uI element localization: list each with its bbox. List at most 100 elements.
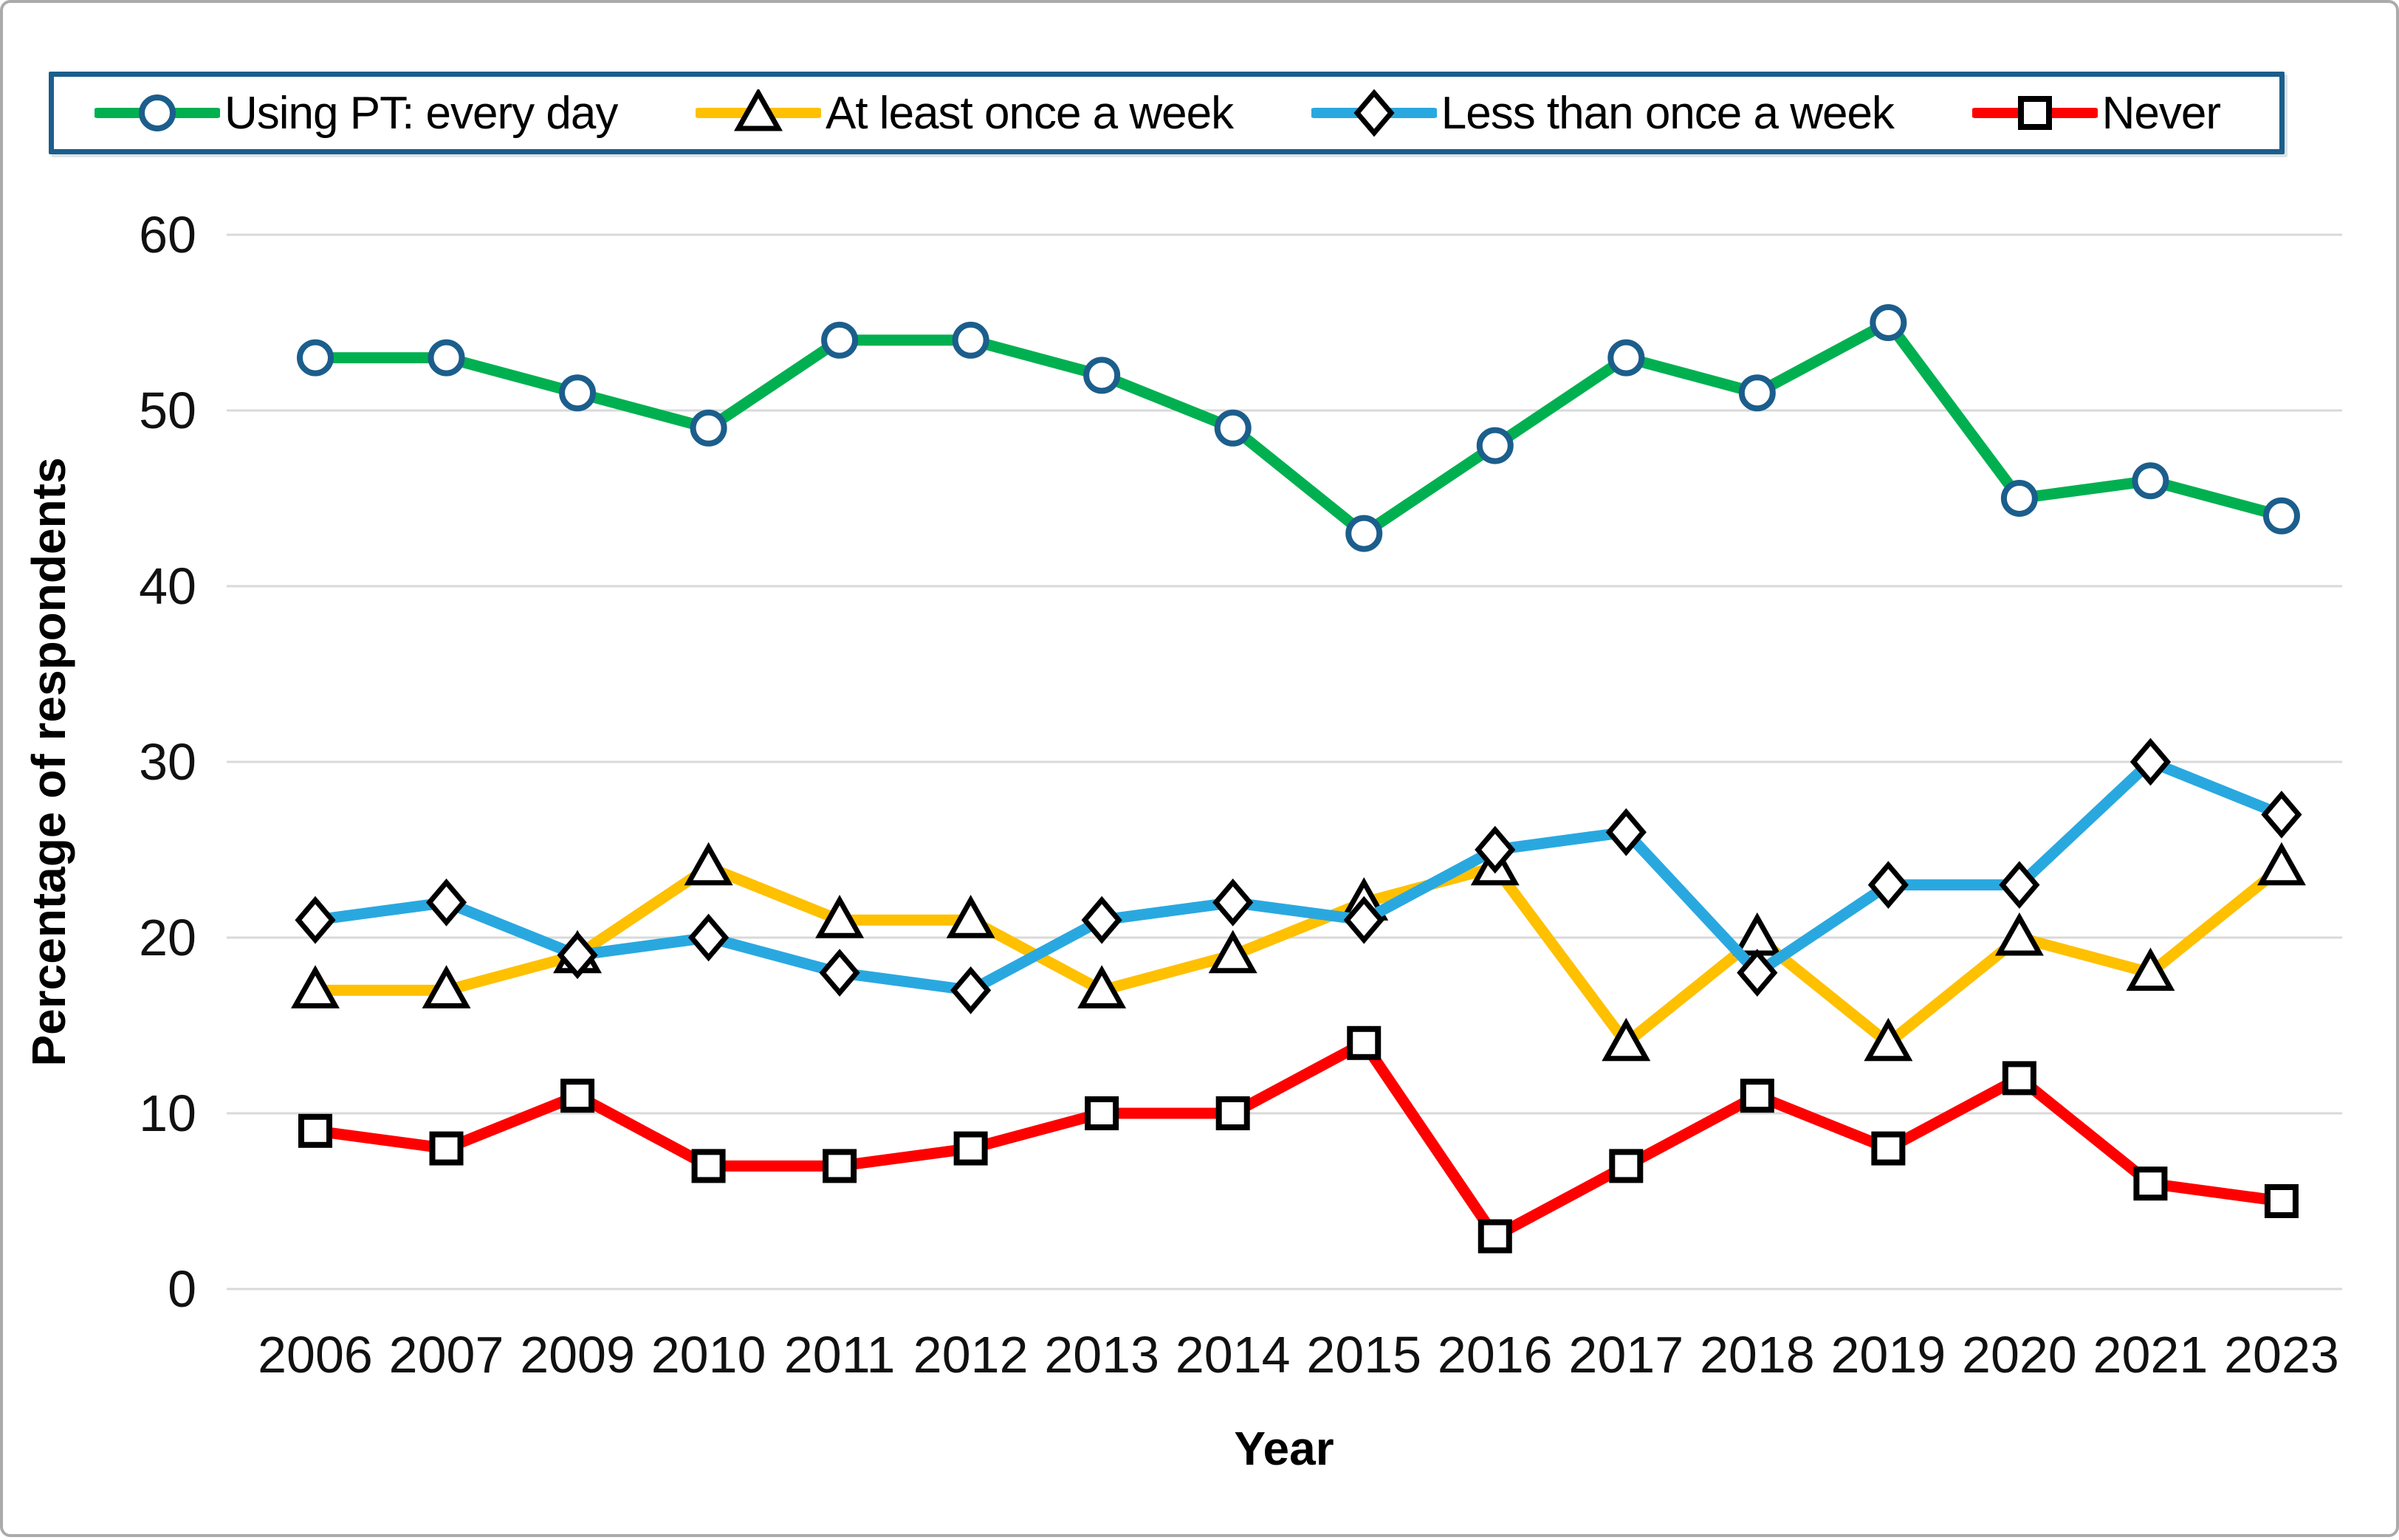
- triangle-marker: [946, 895, 995, 938]
- square-marker: [2133, 1166, 2168, 1201]
- legend-item-3: Never: [1971, 87, 2221, 140]
- legend-label: Less than once a week: [1441, 87, 1895, 139]
- x-tick-label: 2014: [1176, 1326, 1291, 1383]
- square-marker: [1609, 1149, 1644, 1183]
- y-tick-label: 50: [139, 382, 196, 439]
- y-tick-label: 0: [168, 1260, 196, 1318]
- square-marker: [2264, 1184, 2299, 1218]
- x-tick-label: 2018: [1700, 1326, 1815, 1383]
- diamond-marker: [1737, 949, 1778, 997]
- legend-label: Using PT: every day: [224, 87, 618, 139]
- triangle-marker: [1208, 929, 1257, 974]
- triangle-marker: [2126, 947, 2175, 991]
- x-axis-title: Year: [1234, 1422, 1334, 1475]
- circle-marker: [690, 409, 727, 447]
- diamond-marker: [295, 896, 336, 944]
- triangle-marker: [2256, 842, 2306, 886]
- legend-marker-triangle-icon: [695, 89, 821, 131]
- x-tick-label: 2006: [258, 1326, 373, 1383]
- triangle-marker: [291, 965, 340, 1008]
- circle-marker: [952, 321, 989, 359]
- legend-label: Never: [2101, 87, 2221, 139]
- circle-marker: [2132, 462, 2169, 500]
- y-tick-label: 10: [139, 1084, 196, 1142]
- square-marker: [823, 1149, 857, 1183]
- x-tick-label: 2015: [1306, 1326, 1421, 1383]
- triangle-marker: [422, 965, 471, 1008]
- triangle-marker: [684, 842, 733, 886]
- square-marker: [1871, 1131, 1906, 1166]
- legend-marker-square-icon: [1971, 96, 2098, 130]
- diamond-marker: [2261, 791, 2302, 839]
- square-marker: [1085, 1096, 1119, 1130]
- x-tick-label: 2011: [784, 1326, 896, 1383]
- series-line-2: [315, 756, 2284, 996]
- x-tick-label: 2021: [2093, 1326, 2208, 1383]
- x-tick-label: 2007: [389, 1326, 504, 1383]
- circle-marker: [1476, 427, 1514, 464]
- diamond-marker: [1343, 896, 1384, 944]
- circle-marker: [1738, 374, 1776, 412]
- x-tick-label: 2009: [520, 1326, 635, 1383]
- legend-item-2: Less than once a week: [1311, 87, 1895, 140]
- circle-marker: [2000, 480, 2038, 517]
- y-tick-label: 40: [139, 557, 196, 615]
- triangle-marker: [1077, 965, 1127, 1008]
- circle-marker: [428, 339, 465, 377]
- series-line-0: [315, 317, 2283, 540]
- circle-marker: [821, 321, 859, 359]
- square-marker: [2017, 96, 2052, 130]
- triangle-marker: [1732, 912, 1782, 956]
- triangle-marker: [815, 895, 865, 938]
- circle-marker: [1607, 339, 1645, 377]
- square-marker: [953, 1131, 988, 1166]
- circle-marker: [1214, 409, 1252, 447]
- x-tick-label: 2013: [1044, 1326, 1159, 1383]
- legend-marker-diamond-icon: [1311, 89, 1437, 137]
- x-tick-label: 2020: [1962, 1326, 2077, 1383]
- x-tick-label: 2023: [2224, 1326, 2339, 1383]
- x-tick-label: 2012: [913, 1326, 1029, 1383]
- diamond-marker: [819, 949, 860, 997]
- diamond-marker: [1475, 825, 1516, 874]
- legend-item-0: Using PT: every day: [95, 87, 618, 140]
- diamond-marker: [425, 879, 467, 927]
- circle-marker: [2262, 497, 2300, 534]
- x-tick-label: 2019: [1830, 1326, 1946, 1383]
- square-marker: [1347, 1025, 1382, 1060]
- series-line-1: [315, 862, 2285, 1049]
- diamond-marker: [687, 913, 730, 962]
- y-tick-label: 60: [139, 206, 196, 264]
- diamond-marker: [1867, 861, 1909, 909]
- diamond-marker: [557, 931, 598, 980]
- circle-marker: [559, 374, 597, 412]
- legend-marker-circle-icon: [95, 94, 220, 131]
- diamond-marker: [1353, 89, 1395, 137]
- diamond-marker: [1605, 808, 1647, 856]
- series-line-3: [315, 1037, 2282, 1242]
- square-marker: [1215, 1096, 1250, 1130]
- diamond-marker: [950, 966, 992, 1014]
- square-marker: [2002, 1061, 2036, 1096]
- triangle-marker: [733, 89, 783, 131]
- diamond-marker: [2129, 738, 2172, 786]
- square-marker: [1740, 1079, 1774, 1113]
- triangle-marker: [1994, 912, 2044, 956]
- y-tick-label: 30: [139, 733, 196, 791]
- square-marker: [298, 1113, 332, 1148]
- x-tick-label: 2016: [1438, 1326, 1553, 1383]
- legend-item-1: At least once a week: [695, 87, 1234, 140]
- triangle-marker: [1602, 1017, 1651, 1062]
- chart-legend: Using PT: every day At least once a week L…: [49, 72, 2285, 154]
- square-marker: [691, 1149, 726, 1183]
- circle-marker: [1345, 515, 1383, 552]
- circle-marker: [297, 339, 334, 377]
- triangle-marker: [1864, 1017, 1913, 1062]
- legend-label: At least once a week: [825, 87, 1234, 139]
- square-marker: [429, 1131, 464, 1166]
- square-marker: [560, 1079, 595, 1113]
- x-tick-label: 2017: [1568, 1326, 1684, 1383]
- circle-marker: [1870, 304, 1907, 341]
- diamond-marker: [1081, 896, 1122, 944]
